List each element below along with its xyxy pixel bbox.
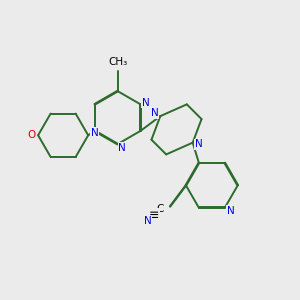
- Text: N: N: [144, 216, 152, 226]
- Text: O: O: [28, 130, 36, 140]
- Text: N: N: [142, 98, 150, 108]
- Text: N: N: [227, 206, 235, 216]
- Text: C: C: [156, 205, 164, 214]
- Text: N: N: [118, 142, 126, 153]
- Text: N: N: [195, 139, 203, 149]
- Text: N: N: [91, 128, 98, 138]
- Text: CH₃: CH₃: [108, 57, 127, 67]
- Text: N: N: [151, 108, 159, 118]
- Text: ≡: ≡: [148, 209, 159, 222]
